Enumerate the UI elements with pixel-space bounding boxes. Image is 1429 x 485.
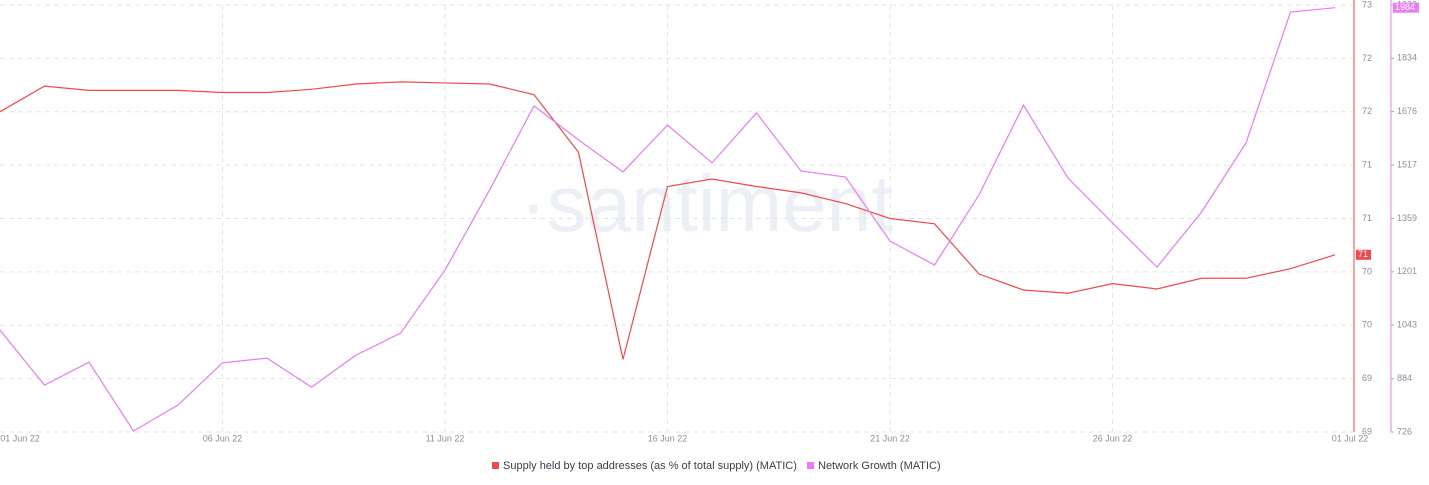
- last-value-box: [1393, 2, 1419, 13]
- y-tick-label: 71: [1362, 213, 1372, 223]
- last-value-label: 1984: [1395, 2, 1415, 12]
- y2-tick-label: 1043: [1397, 319, 1417, 329]
- y2-tick-label: 1676: [1397, 106, 1417, 116]
- last-value-box: [1356, 249, 1371, 260]
- x-tick-label: 01 Jul 22: [1332, 433, 1369, 443]
- y2-tick-label: 1201: [1397, 266, 1417, 276]
- y-tick-label: 73: [1362, 0, 1372, 9]
- watermark: ·santiment: [520, 159, 893, 248]
- x-tick-label: 21 Jun 22: [870, 433, 910, 443]
- y-tick-label: 72: [1362, 106, 1372, 116]
- last-value-label: 71: [1358, 249, 1368, 259]
- y2-tick-label: 1517: [1397, 160, 1417, 170]
- x-tick-label: 06 Jun 22: [203, 433, 243, 443]
- series-line: [0, 7, 1336, 432]
- y-tick-label: 70: [1362, 266, 1372, 276]
- y2-tick-label: 1834: [1397, 53, 1417, 63]
- y-tick-label: 71: [1362, 160, 1372, 170]
- series-line: [0, 81, 1336, 360]
- x-tick-label: 11 Jun 22: [426, 433, 465, 443]
- y-tick-label: 70: [1362, 320, 1372, 330]
- y-tick-label: 69: [1362, 373, 1372, 383]
- x-tick-label: 01 Jun 22: [0, 433, 40, 443]
- legend-swatch: [807, 462, 814, 469]
- x-tick-label: 26 Jun 22: [1093, 433, 1133, 443]
- x-tick-label: 16 Jun 22: [648, 433, 688, 443]
- legend-swatch: [492, 462, 499, 469]
- y-tick-label: 72: [1362, 53, 1372, 63]
- y2-tick-label: 884: [1397, 373, 1412, 383]
- legend-text: Supply held by top addresses (as % of to…: [503, 460, 797, 472]
- legend-text: Network Growth (MATIC): [818, 460, 941, 472]
- y-tick-label: 69: [1362, 426, 1372, 436]
- y2-tick-label: 1359: [1397, 213, 1417, 223]
- y2-tick-label: 726: [1397, 426, 1412, 436]
